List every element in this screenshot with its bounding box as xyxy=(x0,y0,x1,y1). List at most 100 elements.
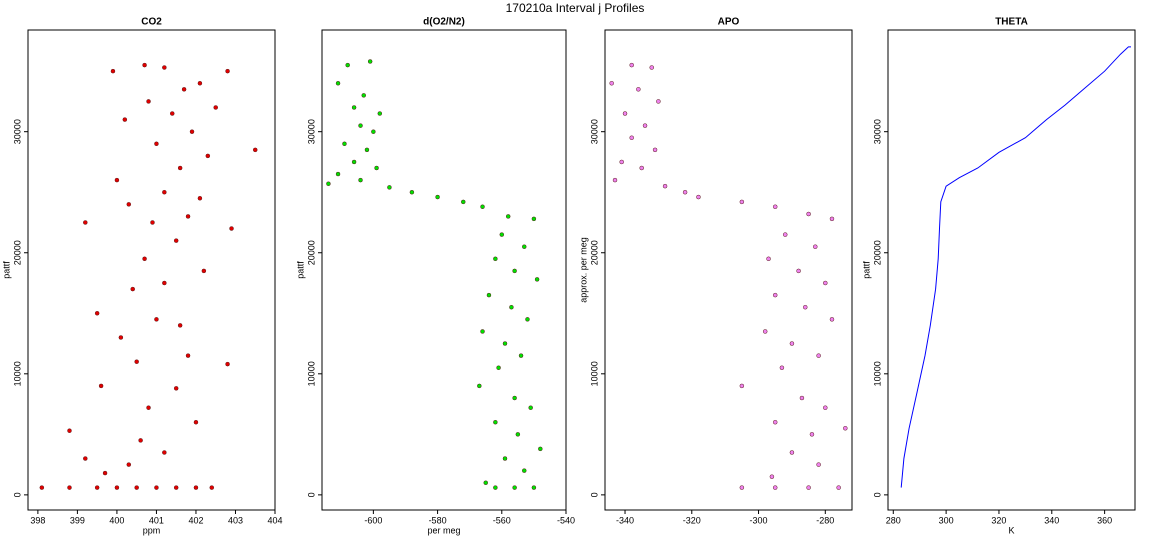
point xyxy=(531,485,537,490)
point xyxy=(649,65,654,70)
point xyxy=(609,81,614,86)
point xyxy=(162,189,167,195)
point xyxy=(629,62,634,68)
point xyxy=(351,159,357,165)
point xyxy=(374,165,379,171)
point xyxy=(782,232,788,237)
point xyxy=(326,181,331,186)
point xyxy=(225,68,230,74)
point xyxy=(193,419,199,425)
point xyxy=(173,485,179,490)
y-tick-label: 10000 xyxy=(12,361,22,386)
point xyxy=(662,183,668,189)
x-tick-label: 360 xyxy=(1097,515,1112,525)
point xyxy=(162,450,167,455)
x-axis-label: per meg xyxy=(427,525,460,535)
point xyxy=(806,485,811,490)
point xyxy=(83,456,88,461)
point xyxy=(622,111,628,116)
point xyxy=(528,405,533,410)
point xyxy=(142,256,147,262)
y-tick-label: 30000 xyxy=(589,119,599,144)
point xyxy=(185,353,191,358)
point xyxy=(201,268,207,274)
point xyxy=(522,468,527,473)
point xyxy=(67,485,72,490)
point xyxy=(493,419,498,425)
point xyxy=(377,111,383,116)
x-tick-label: 403 xyxy=(228,515,243,525)
panel-title: APO xyxy=(718,17,740,28)
x-tick-label: -340 xyxy=(616,515,634,525)
point xyxy=(173,386,179,391)
y-tick-label: 30000 xyxy=(12,119,22,144)
x-tick-label: -580 xyxy=(429,515,447,525)
point xyxy=(138,438,143,443)
point xyxy=(130,286,135,292)
point xyxy=(169,111,175,116)
point xyxy=(493,485,498,490)
point xyxy=(342,141,347,147)
y-tick-label: 10000 xyxy=(872,361,882,386)
point xyxy=(177,165,183,171)
x-tick-label: 300 xyxy=(939,515,954,525)
point xyxy=(435,194,440,200)
y-axis-label: approx. per meg xyxy=(578,237,588,303)
point xyxy=(173,238,179,243)
chart-title: 170210a Interval j Profiles xyxy=(506,1,645,15)
x-tick-label: 402 xyxy=(188,515,203,525)
point xyxy=(213,105,218,110)
y-tick-label: 0 xyxy=(306,492,316,497)
point xyxy=(682,189,688,195)
point xyxy=(146,405,151,410)
point xyxy=(538,446,543,452)
point xyxy=(502,456,508,461)
panel-title: CO2 xyxy=(141,17,162,28)
x-tick-label: 401 xyxy=(149,515,164,525)
point xyxy=(162,65,167,70)
point xyxy=(181,87,187,92)
point xyxy=(816,353,821,358)
point xyxy=(739,485,745,490)
x-tick-label: -300 xyxy=(750,515,768,525)
point xyxy=(358,177,363,183)
point xyxy=(94,485,100,490)
y-tick-label: 30000 xyxy=(872,119,882,144)
point xyxy=(146,99,151,104)
y-tick-label: 10000 xyxy=(306,361,316,386)
point xyxy=(364,147,370,153)
point xyxy=(122,117,128,122)
point xyxy=(162,280,167,286)
point xyxy=(779,365,785,371)
point xyxy=(126,462,132,467)
point xyxy=(772,419,778,425)
point xyxy=(114,177,120,183)
point xyxy=(739,199,745,205)
point xyxy=(518,353,524,358)
x-tick-label: -320 xyxy=(683,515,701,525)
point xyxy=(652,147,658,153)
point xyxy=(656,99,661,104)
point xyxy=(772,292,778,298)
point xyxy=(789,341,795,346)
point xyxy=(534,277,540,282)
panel-title: d(O2/N2) xyxy=(423,17,465,28)
point xyxy=(493,256,498,262)
point xyxy=(335,171,341,177)
x-tick-label: -560 xyxy=(493,515,511,525)
point xyxy=(619,159,624,165)
point xyxy=(612,177,618,183)
point xyxy=(142,62,147,68)
point xyxy=(512,268,517,274)
point xyxy=(636,87,641,92)
point xyxy=(823,405,828,410)
point xyxy=(531,216,537,222)
point xyxy=(803,304,808,310)
point xyxy=(502,341,508,346)
point xyxy=(387,185,392,190)
point xyxy=(829,216,835,222)
point xyxy=(345,62,350,68)
point xyxy=(813,244,818,249)
y-tick-label: 0 xyxy=(872,492,882,497)
